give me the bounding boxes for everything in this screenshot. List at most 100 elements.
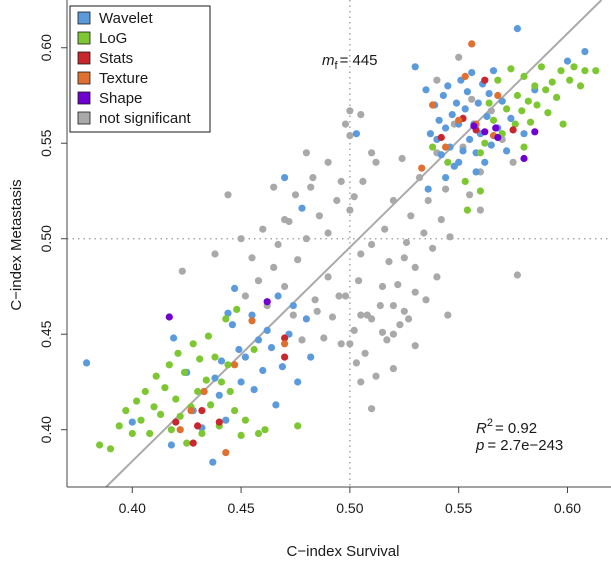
data-point-wavelet: [503, 147, 511, 155]
data-point-not-significant: [335, 292, 343, 300]
data-point-not-significant: [178, 267, 186, 275]
data-point-texture: [442, 143, 450, 151]
data-point-wavelet: [83, 359, 91, 367]
data-point-not-significant: [346, 132, 354, 140]
data-point-log: [150, 403, 158, 411]
data-point-log: [176, 412, 184, 420]
data-point-texture: [222, 449, 230, 457]
data-point-stats: [215, 418, 223, 426]
data-point-wavelet: [468, 69, 476, 77]
data-point-wavelet: [209, 458, 217, 466]
annotation-r2-base: R: [476, 420, 487, 437]
x-axis-title: C−index Survival: [287, 543, 400, 560]
data-point-not-significant: [405, 315, 413, 323]
data-point-log: [581, 67, 589, 75]
data-point-wavelet: [167, 441, 175, 449]
data-point-not-significant: [241, 292, 249, 300]
data-point-not-significant: [341, 120, 350, 128]
data-point-wavelet: [439, 91, 447, 100]
data-point-log: [198, 429, 206, 438]
data-point-wavelet: [424, 185, 432, 193]
data-point-texture: [248, 317, 256, 325]
data-point-log: [485, 99, 493, 107]
data-point-not-significant: [378, 282, 387, 291]
data-point-log: [217, 378, 226, 386]
data-point-not-significant: [333, 196, 341, 205]
x-tick-label: 0.55: [445, 500, 472, 516]
annotation-p-value-text: = 2.7e−243: [487, 437, 563, 454]
data-point-not-significant: [368, 405, 376, 413]
data-point-shape: [165, 313, 173, 321]
data-point-wavelet: [581, 48, 589, 56]
data-point-wavelet: [435, 116, 443, 124]
annotation-mf: mf = 445: [322, 52, 378, 72]
data-point-log: [207, 401, 215, 409]
data-point-log: [524, 97, 532, 105]
data-point-stats: [189, 439, 197, 447]
legend: Wavelet LoG Stats Texture Shape not significa…: [69, 5, 211, 133]
data-point-log: [189, 340, 197, 348]
data-point-wavelet: [278, 363, 286, 371]
data-point-log: [233, 305, 241, 313]
data-point-wavelet: [563, 57, 572, 65]
data-point-not-significant: [420, 229, 428, 237]
legend-swatch: [77, 111, 91, 125]
y-axis-title: C−index Metastasis: [8, 179, 25, 310]
data-point-log: [559, 120, 567, 128]
data-point-not-significant: [398, 154, 406, 163]
data-point-wavelet: [294, 378, 302, 386]
data-point-stats: [194, 422, 202, 430]
data-point-log: [250, 345, 258, 354]
data-point-log: [463, 206, 471, 214]
data-point-wavelet: [463, 88, 471, 96]
data-point-not-significant: [368, 240, 376, 249]
data-point-log: [531, 82, 539, 90]
data-point-not-significant: [357, 311, 365, 319]
data-point-log: [211, 353, 219, 361]
data-point-wavelet: [281, 174, 289, 182]
data-point-not-significant: [383, 336, 391, 344]
data-point-wavelet: [217, 357, 226, 365]
data-point-not-significant: [433, 273, 441, 281]
legend-label: Wavelet: [99, 10, 153, 27]
data-point-wavelet: [426, 130, 434, 138]
data-point-wavelet: [448, 111, 456, 119]
data-point-not-significant: [381, 225, 389, 233]
data-point-stats: [281, 334, 289, 342]
data-point-not-significant: [509, 158, 517, 166]
data-point-log: [542, 86, 550, 94]
x-tick-label: 0.60: [554, 500, 581, 516]
data-point-shape: [531, 128, 539, 136]
data-point-wavelet: [483, 112, 491, 121]
data-point-log: [106, 445, 115, 453]
data-point-not-significant: [237, 235, 245, 243]
y-tick-label: 0.40: [38, 416, 54, 443]
data-point-not-significant: [309, 174, 317, 182]
data-point-log: [520, 143, 528, 151]
data-point-wavelet: [472, 168, 480, 176]
data-point-stats: [481, 76, 489, 84]
data-point-not-significant: [302, 149, 310, 157]
legend-label: Stats: [99, 50, 133, 67]
data-point-wavelet: [272, 401, 280, 409]
data-point-log: [224, 361, 232, 369]
data-point-wavelet: [455, 158, 463, 166]
data-point-log: [576, 82, 585, 90]
data-point-wavelet: [289, 302, 297, 310]
data-point-log: [196, 355, 204, 363]
data-point-wavelet: [507, 114, 515, 122]
data-point-log: [172, 395, 180, 403]
legend-label: Texture: [99, 70, 148, 87]
axes: 0.40 0.45 0.50 0.55 0.60 0.40 0.45 0.50 0.55 0.60: [38, 0, 611, 516]
data-point-not-significant: [389, 365, 397, 373]
data-point-log: [180, 368, 189, 376]
data-point-stats: [281, 353, 289, 361]
legend-swatch: [77, 71, 91, 85]
data-point-log: [429, 143, 437, 151]
data-point-not-significant: [357, 111, 365, 119]
data-point-not-significant: [394, 281, 402, 289]
data-point-texture: [461, 72, 469, 80]
annotation-r-squared: R2 = 0.92: [476, 417, 537, 437]
data-point-not-significant: [372, 158, 380, 166]
